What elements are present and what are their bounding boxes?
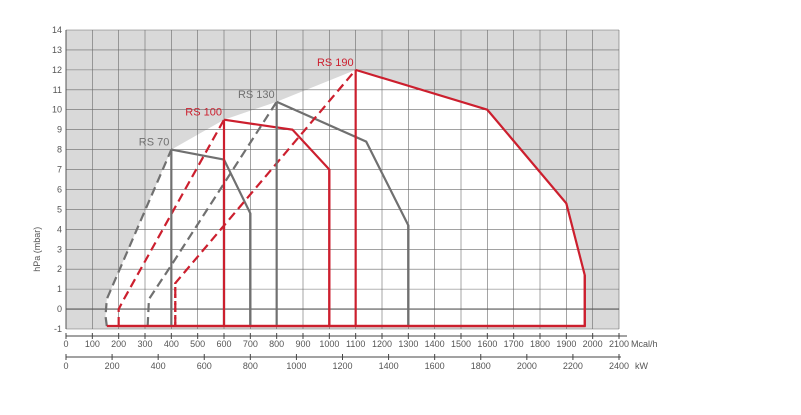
- x-primary-unit: Mcal/h: [631, 339, 658, 349]
- x-secondary-tick-label: 2400: [609, 361, 629, 371]
- y-tick-label: 1: [57, 284, 62, 294]
- y-tick-label: 7: [57, 165, 62, 175]
- x-secondary-tick-label: 800: [243, 361, 258, 371]
- x-primary-tick-label: 1700: [504, 339, 524, 349]
- x-primary-tick-label: 0: [63, 339, 68, 349]
- y-axis-label: hPa (mbar): [32, 227, 42, 272]
- x-primary-tick-label: 200: [111, 339, 126, 349]
- y-tick-label: 9: [57, 125, 62, 135]
- x-primary-tick-label: 800: [269, 339, 284, 349]
- y-tick-label: 8: [57, 145, 62, 155]
- series-label-rs-100: RS 100: [185, 107, 222, 119]
- y-tick-label: 0: [57, 304, 62, 314]
- x-primary-tick-label: 900: [295, 339, 310, 349]
- x-primary-tick-label: 1100: [346, 339, 365, 349]
- y-tick-label: 10: [52, 105, 62, 115]
- labels: RS 70 RS 100 RS 130 RS 190: [139, 57, 354, 149]
- x-primary-tick-label: 100: [85, 339, 100, 349]
- x-primary-tick-label: 2100: [609, 339, 629, 349]
- x-primary-tick-label: 1000: [319, 339, 339, 349]
- plot-background: [66, 30, 619, 329]
- x-primary-tick-label: 500: [190, 339, 205, 349]
- x-primary-tick-label: 600: [216, 339, 231, 349]
- x-primary-tick-label: 1500: [451, 339, 471, 349]
- y-tick-label: 2: [57, 264, 62, 274]
- y-tick-label: 11: [53, 85, 62, 95]
- series-label-rs-130: RS 130: [238, 89, 275, 101]
- x-secondary-tick-label: 1200: [332, 361, 352, 371]
- x-secondary-tick-label: 2200: [563, 361, 583, 371]
- x-primary-tick-label: 1800: [530, 339, 550, 349]
- series-layer: [104, 68, 586, 328]
- x-secondary-tick-label: 400: [151, 361, 166, 371]
- x-secondary-tick-label: 1400: [379, 361, 399, 371]
- y-tick-label: 5: [57, 204, 62, 214]
- x-primary-tick-label: 1900: [556, 339, 576, 349]
- series-label-rs-70: RS 70: [139, 137, 170, 149]
- x-secondary-tick-label: 0: [63, 361, 68, 371]
- x-primary-tick-label: 400: [164, 339, 179, 349]
- y-tick-label: 3: [57, 244, 62, 254]
- operating-envelope: [105, 69, 585, 327]
- x-secondary-tick-label: 1600: [425, 361, 445, 371]
- x-primary-tick-label: 300: [137, 339, 152, 349]
- x-primary-tick-label: 1200: [372, 339, 392, 349]
- x-primary-tick-label: 2000: [583, 339, 603, 349]
- y-tick-label: 13: [52, 45, 62, 55]
- y-tick-label: 12: [52, 65, 62, 75]
- y-tick-label: 14: [52, 25, 62, 35]
- series-dashed-rs-130: [146, 101, 278, 327]
- x-secondary-tick-label: 200: [105, 361, 120, 371]
- series-dashed-rs-100: [117, 119, 225, 327]
- x-primary-tick-label: 1300: [398, 339, 418, 349]
- y-tick-label: 4: [57, 224, 62, 234]
- x-secondary-tick-label: 1800: [471, 361, 491, 371]
- x-secondary-tick-label: 2000: [517, 361, 537, 371]
- x-primary-tick-label: 700: [243, 339, 258, 349]
- y-tick-label: 6: [57, 184, 62, 194]
- series-label-rs-190: RS 190: [317, 57, 354, 69]
- x-primary-tick-label: 1600: [477, 339, 497, 349]
- x-secondary-tick-label: 1000: [286, 361, 306, 371]
- x-primary-tick-label: 1400: [425, 339, 445, 349]
- x-secondary-tick-label: 600: [197, 361, 212, 371]
- x-secondary-unit: kW: [635, 361, 649, 371]
- series-dashed-rs-70: [104, 149, 173, 327]
- y-tick-label: -1: [54, 324, 62, 334]
